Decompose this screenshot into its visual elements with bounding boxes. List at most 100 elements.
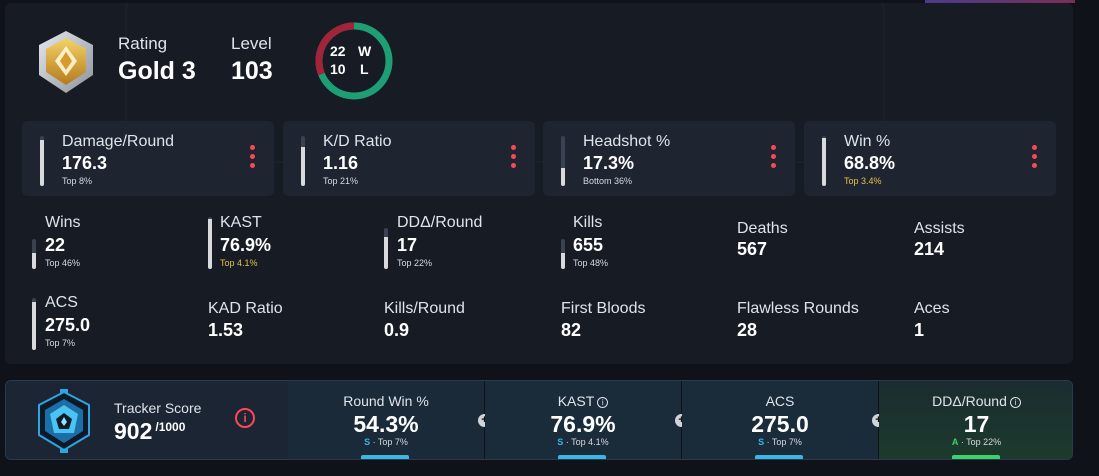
stat-percentile: Top 48% [573,258,609,268]
metric-grade: S [364,437,371,447]
tracker-score-label: Tracker Score [114,400,202,416]
stat-value: 76.9% [220,235,272,255]
tracker-metric-dd-round: DDΔ/Round i 17 A · Top 22% [879,381,1072,459]
stat-label: First Bloods [561,300,646,317]
percentile-bar [301,136,305,186]
metric-grade: A [951,437,959,447]
more-vertical-icon[interactable] [509,145,517,171]
stat-value: 567 [737,239,768,259]
stat-label: Damage/Round [62,133,175,150]
more-vertical-icon[interactable] [248,145,256,171]
tracker-score-value: 902/1000 [114,418,185,445]
metric-rank-text: · Top 22% [958,437,1002,447]
more-vertical-icon[interactable] [1030,145,1038,171]
stat-label: Flawless Rounds [737,300,859,317]
stat-label: Deaths [737,220,788,237]
metric-label: KAST i [485,393,681,409]
stat-label: ACS [45,294,78,311]
percentile-bar [40,136,44,186]
metric-label: ACS [765,393,795,409]
metric-grade-bar [558,455,606,459]
rating-label: Rating [118,34,168,53]
stat-percentile: Bottom 36% [583,176,633,186]
metric-rank-text: · Top 7% [764,437,802,447]
stat-label: KAST [220,214,262,231]
tracker-score-bar: Tracker Score 902/1000 i Round Win % 54.… [5,380,1073,460]
metric-percentile: S · Top 4.1% [485,437,681,447]
profile-header: Rating Gold 3 Level 103 22 W 10 L [5,3,1073,113]
stat-value: 1.16 [323,153,359,173]
stat-value: 22 [45,235,66,255]
gold-rank-icon [35,29,97,97]
percentile-bar [32,298,36,350]
stat-percentile: Top 4.1% [220,258,258,268]
stat-percentile: Top 7% [45,338,76,348]
stat-label: KAD Ratio [208,300,283,317]
stat-value: 82 [561,320,582,340]
stat-value: 1.53 [208,320,244,340]
metric-percentile: S · Top 7% [682,437,878,447]
stat-wins: Wins 22 Top 46% [32,211,202,271]
stat-percentile: Top 8% [62,176,93,186]
wins-count: 22 [330,43,346,59]
stat-kills: Kills 655 Top 48% [561,211,731,271]
info-icon[interactable]: i [1009,397,1021,408]
stat-label: Assists [914,220,965,237]
tracker-metric-round-win: Round Win % 54.3% S · Top 7% [288,381,484,459]
tracker-score-summary: Tracker Score 902/1000 i [6,381,288,459]
stat-percentile: Top 46% [45,258,81,268]
info-icon[interactable]: i [597,397,609,408]
level-label: Level [231,34,272,53]
metric-value: 17 [963,411,990,437]
info-icon[interactable]: i [235,408,255,428]
metric-label: DDΔ/Round i [879,393,1072,409]
stat-value: 176.3 [62,153,108,173]
stat-value: 17.3% [583,153,635,173]
tracker-metric-kast: KAST i 76.9% S · Top 4.1% [485,381,681,459]
tracker-score-number: 902 [114,418,153,444]
tracker-score-icon [34,389,94,453]
wins-letter: W [358,43,372,59]
stat-label: Aces [914,300,950,317]
stat-label: Wins [45,214,81,231]
stat-card-kd-ratio: K/D Ratio 1.16 Top 21% [283,121,535,196]
stat-dd-round: DDΔ/Round 17 Top 22% [384,211,554,271]
level-value: 103 [231,57,273,85]
stat-kad-ratio: KAD Ratio 1.53 [208,292,378,352]
stat-value: 28 [737,320,758,340]
more-vertical-icon[interactable] [769,145,777,171]
losses-count: 10 [330,61,346,77]
metric-label: Round Win % [343,393,429,409]
stat-value: 214 [914,239,945,259]
stat-label: Kills [573,214,603,231]
stat-value: 0.9 [384,320,410,340]
stat-percentile: Top 22% [397,258,433,268]
losses-letter: L [360,61,369,77]
metric-value: 275.0 [751,411,809,437]
percentile-bar [384,228,388,269]
percentile-bar [208,217,212,269]
metric-grade-bar [952,455,1000,459]
metric-value: 54.3% [353,411,419,437]
win-loss-ring [312,19,396,103]
stat-value: 68.8% [844,153,896,173]
stat-first-bloods: First Bloods 82 [561,292,731,352]
percentile-bar [32,239,36,269]
stat-deaths: Deaths 567 [737,211,907,271]
metric-rank-text: · Top 7% [370,437,408,447]
stat-card-headshot: Headshot % 17.3% Bottom 36% [543,121,795,196]
stat-assists: Assists 214 [914,211,1073,271]
percentile-bar [822,136,826,186]
stat-aces: Aces 1 [914,292,1073,352]
percentile-bar [561,136,565,186]
percentile-bar [561,239,565,269]
overview-panel: Rating Gold 3 Level 103 22 W 10 L Damage… [5,3,1073,364]
stat-value: 1 [914,320,925,340]
stat-acs: ACS 275.0 Top 7% [32,292,202,352]
metric-grade-bar [361,455,409,459]
stat-flawless-rounds: Flawless Rounds 28 [737,292,907,352]
metric-value: 76.9% [550,411,616,437]
stat-card-win-pct: Win % 68.8% Top 3.4% [804,121,1056,196]
rating-value: Gold 3 [118,57,196,85]
stat-label: Kills/Round [384,300,465,317]
